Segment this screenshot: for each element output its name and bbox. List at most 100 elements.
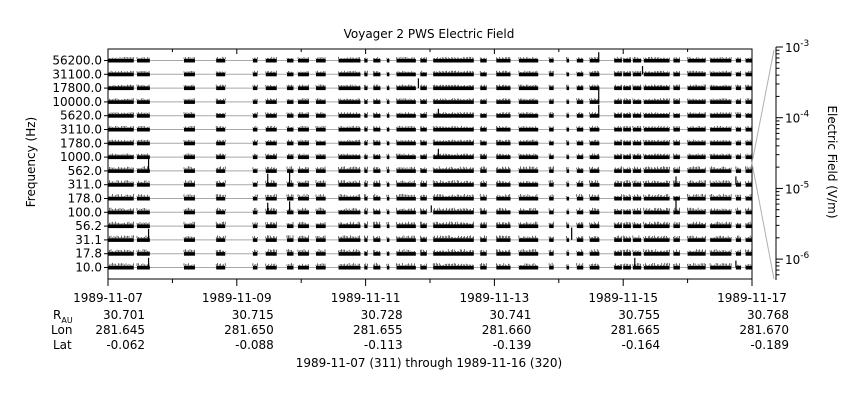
channel-31100.0-noise-20 bbox=[566, 71, 569, 73]
channel-562.0-segment-28 bbox=[687, 169, 706, 173]
channel-31.1-noise-16 bbox=[479, 235, 487, 239]
channel-10.0-segment-14 bbox=[420, 265, 427, 270]
channel-56.2-noise-7 bbox=[297, 221, 309, 225]
channel-311.0-noise-25 bbox=[632, 180, 641, 184]
channel-10000.0-segment-17 bbox=[496, 100, 511, 104]
channel-56.2-segment-16 bbox=[480, 224, 487, 229]
channel-100.0-segment-9 bbox=[338, 210, 361, 215]
channel-178.0-noise-1 bbox=[136, 194, 150, 197]
channel-562.0-segment-25 bbox=[632, 169, 642, 173]
channel-56.2-segment-13 bbox=[396, 224, 416, 229]
channel-1780.0-segment-28 bbox=[687, 141, 706, 146]
channel-31.1-noise-24 bbox=[622, 235, 631, 239]
channel-31100.0-noise-25 bbox=[632, 71, 641, 73]
channel-5620.0-noise-28 bbox=[687, 112, 706, 115]
channel-10.0-noise-12 bbox=[386, 263, 389, 266]
channel-56200.0-segment-21 bbox=[576, 58, 584, 63]
channel-100.0-noise-3 bbox=[215, 207, 226, 211]
channel-3110.0-noise-5 bbox=[265, 125, 277, 128]
channel-10.0-noise-16 bbox=[479, 263, 487, 266]
channel-56.2-segment-27 bbox=[673, 224, 680, 229]
channel-5620.0-segment-5 bbox=[265, 114, 277, 118]
channel-17800.0-noise-1 bbox=[136, 84, 150, 87]
channel-31100.0-segment-11 bbox=[373, 72, 381, 77]
channel-17800.0-noise-25 bbox=[632, 84, 641, 87]
channel-311.0-noise-29 bbox=[709, 180, 732, 184]
channel-10000.0-segment-1 bbox=[136, 100, 150, 104]
channel-3110.0-segment-5 bbox=[265, 127, 277, 132]
channel-1000.0-noise-31 bbox=[745, 153, 752, 156]
channel-562.0-noise-13 bbox=[396, 166, 415, 170]
channel-31100.0-segment-30 bbox=[735, 72, 742, 77]
channel-31100.0-segment-6 bbox=[287, 72, 294, 77]
channel-178.0-noise-28 bbox=[687, 193, 706, 197]
y-tick-label: 178.0 bbox=[68, 192, 102, 206]
channel-1000.0-noise-15 bbox=[432, 153, 474, 156]
channel-31.1-noise-5 bbox=[265, 235, 277, 239]
channel-1780.0-noise-27 bbox=[673, 139, 680, 142]
channel-100.0-noise-15 bbox=[432, 207, 474, 211]
channel-17.8-noise-25 bbox=[632, 249, 641, 253]
channel-311.0-segment-18 bbox=[518, 183, 539, 187]
channel-178.0-noise-2 bbox=[183, 194, 195, 197]
channel-56.2-noise-28 bbox=[687, 221, 706, 225]
channel-100.0-noise-21 bbox=[576, 207, 584, 211]
channel-100.0-noise-25 bbox=[632, 208, 641, 211]
channel-31.1-noise-31 bbox=[745, 235, 752, 239]
channel-562.0-noise-25 bbox=[632, 166, 641, 170]
channel-31.1-noise-21 bbox=[576, 236, 584, 239]
channel-5620.0-segment-26 bbox=[643, 114, 670, 118]
channel-10.0-segment-9 bbox=[338, 265, 361, 270]
channel-31.1-noise-30 bbox=[735, 235, 741, 239]
channel-17.8-segment-14 bbox=[420, 252, 427, 256]
channel-178.0-segment-11 bbox=[373, 196, 381, 201]
channel-562.0-segment-4 bbox=[252, 169, 258, 173]
channel-3110.0-segment-23 bbox=[614, 127, 622, 132]
time-axis: 1989-11-07 1989-11-09 1989-11-11 1989-11-13… bbox=[73, 49, 787, 305]
channel-31.1-segment-25 bbox=[632, 238, 642, 242]
channel-56200.0-noise-30 bbox=[735, 57, 741, 59]
channel-1780.0-noise-6 bbox=[286, 139, 294, 142]
channel-10000.0-segment-6 bbox=[287, 100, 294, 104]
channel-31.1-segment-12 bbox=[386, 238, 390, 242]
channel-1000.0-segment-24 bbox=[623, 155, 631, 160]
channel-100.0-noise-11 bbox=[373, 208, 380, 211]
channel-100.0-segment-31 bbox=[745, 210, 752, 215]
channel-1780.0-segment-8 bbox=[316, 141, 326, 146]
channel-56.2-segment-28 bbox=[687, 224, 706, 229]
channel-17.8-noise-10 bbox=[364, 250, 368, 253]
channel-3110.0-segment-2 bbox=[183, 127, 195, 132]
channel-56.2-noise-30 bbox=[735, 222, 741, 225]
channel-1000.0-noise-0 bbox=[107, 153, 134, 156]
channel-562.0-segment-7 bbox=[297, 169, 309, 173]
channel-1000.0-noise-5 bbox=[265, 153, 277, 156]
channel-311.0-noise-31 bbox=[745, 180, 752, 184]
channel-311.0-segment-17 bbox=[496, 183, 511, 187]
ephem-lat-value: -0.113 bbox=[364, 338, 403, 352]
channel-3110.0-noise-14 bbox=[420, 126, 427, 128]
channel-31100.0-noise-18 bbox=[518, 70, 538, 73]
channel-1780.0-noise-2 bbox=[183, 139, 195, 142]
channel-56.2-noise-10 bbox=[364, 221, 368, 225]
channel-311.0-noise-17 bbox=[496, 180, 511, 184]
channel-1000.0-noise-22 bbox=[589, 153, 599, 156]
channel-1780.0-segment-0 bbox=[108, 141, 134, 146]
channel-5620.0-noise-27 bbox=[673, 112, 680, 115]
channel-56200.0-segment-11 bbox=[373, 58, 381, 63]
channel-100.0-segment-16 bbox=[480, 210, 487, 215]
ephem-r-value: 30.701 bbox=[103, 308, 145, 322]
channel-5620.0-segment-9 bbox=[338, 114, 361, 118]
channel-56.2-noise-17 bbox=[496, 221, 511, 225]
ephem-lon-value: 281.655 bbox=[353, 323, 403, 337]
channel-562.0-noise-5 bbox=[265, 166, 277, 170]
channel-3110.0-noise-21 bbox=[576, 126, 584, 128]
channel-10.0-noise-31 bbox=[745, 264, 752, 266]
channel-1000.0-noise-11 bbox=[373, 153, 380, 156]
channel-10000.0-noise-25 bbox=[632, 98, 641, 101]
channel-562.0-noise-21 bbox=[576, 167, 584, 170]
channel-3110.0-segment-15 bbox=[433, 127, 474, 132]
channel-31.1-noise-19 bbox=[548, 236, 554, 239]
channel-17.8-noise-2 bbox=[183, 249, 195, 253]
channel-31.1-segment-26 bbox=[643, 238, 670, 242]
channel-178.0-noise-15 bbox=[432, 194, 474, 197]
